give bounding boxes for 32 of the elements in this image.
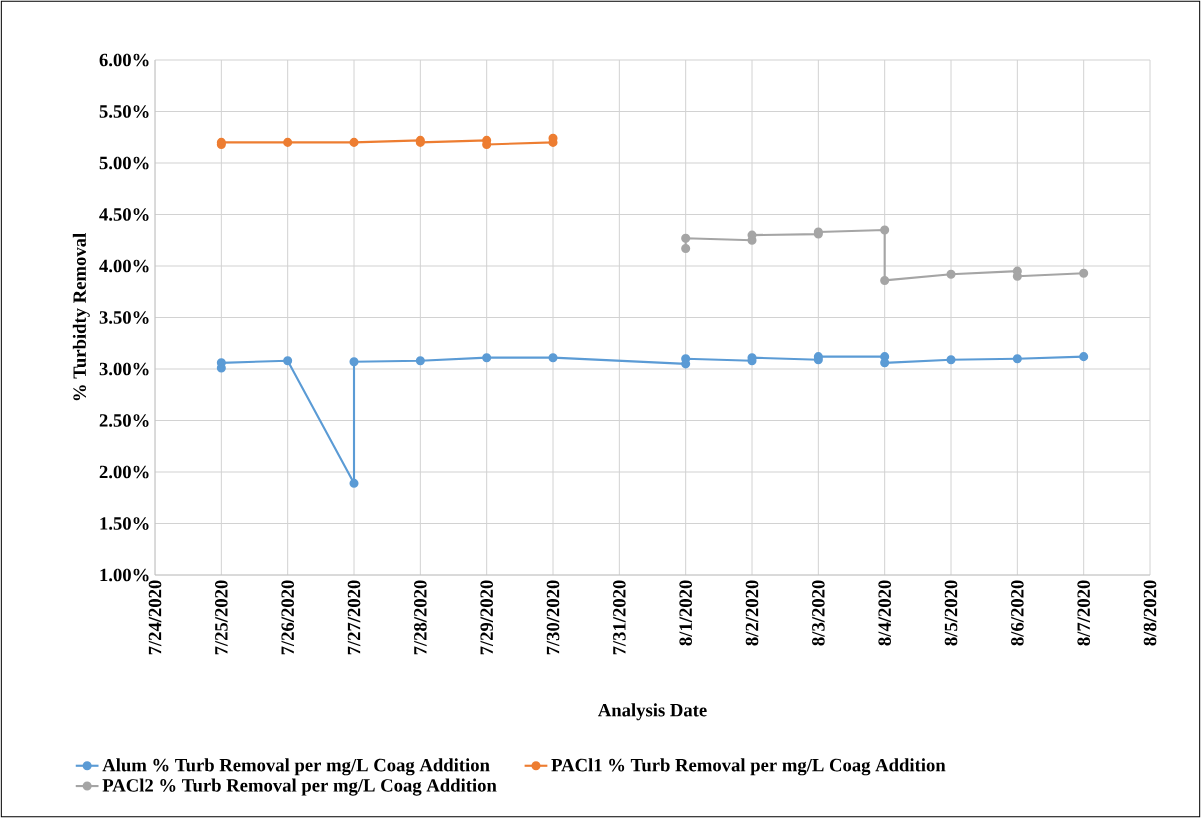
y-tick-label: 2.50% [99,414,149,427]
x-tick-label: 8/6/2020 [1011,580,1024,646]
y-tick-label: 6.00% [99,53,149,67]
x-tick-label: 8/2/2020 [745,580,759,646]
y-tick-label: 1.00% [100,568,149,582]
x-tick-label: 7/26/2020 [281,580,294,655]
y-tick-label: 4.00% [99,259,149,273]
x-tick-label: 8/8/2020 [1143,580,1157,646]
y-tick-label: 3.50% [99,311,149,324]
x-tick-label: 7/27/2020 [347,580,361,655]
y-tick-label: 5.50% [99,105,149,118]
x-axis-title: Analysis Date [597,703,707,721]
x-tick-label: 8/7/2020 [1077,580,1090,646]
x-tick-label: 7/30/2020 [546,580,560,655]
x-tick-label: 7/29/2020 [480,580,493,655]
x-tick-label: 8/3/2020 [812,580,825,646]
x-tick-label: 7/31/2020 [613,580,626,655]
y-tick-label: 3.00% [99,362,149,376]
x-tick-label: 8/5/2020 [944,580,958,646]
x-tick-label: 8/4/2020 [878,580,891,646]
y-tick-label: 5.00% [99,156,149,170]
y-tick-label: 2.00% [99,465,149,479]
legend-label: Alum % Turb Removal per mg/L Coag Addition [102,758,490,776]
x-tick-label: 8/1/2020 [679,580,692,646]
x-tick-label: 7/28/2020 [414,580,427,655]
y-tick-label: 1.50% [100,517,149,530]
x-tick-label: 7/25/2020 [215,580,228,655]
legend-label: PACl1 % Turb Removal per mg/L Coag Addition [551,758,946,776]
x-tick-label: 7/24/2020 [148,580,162,655]
y-axis-title: % Turbidty Removal [72,233,90,401]
legend-label: PACl2 % Turb Removal per mg/L Coag Addition [102,778,497,796]
y-tick-label: 4.50% [99,208,149,221]
